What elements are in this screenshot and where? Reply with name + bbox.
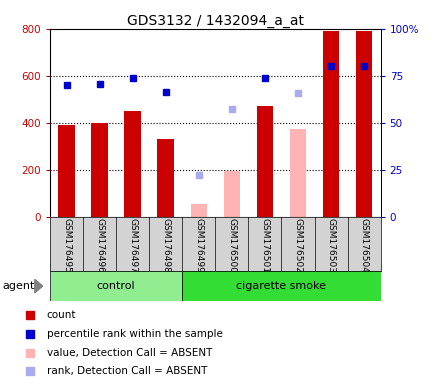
Bar <box>322 31 339 217</box>
Text: GSM176500: GSM176500 <box>227 218 236 273</box>
Text: agent: agent <box>2 281 34 291</box>
Bar <box>190 204 207 217</box>
Title: GDS3132 / 1432094_a_at: GDS3132 / 1432094_a_at <box>127 14 303 28</box>
Text: count: count <box>46 310 76 320</box>
Text: GSM176502: GSM176502 <box>293 218 302 273</box>
Text: control: control <box>97 281 135 291</box>
Text: GSM176496: GSM176496 <box>95 218 104 273</box>
Text: GSM176501: GSM176501 <box>260 218 269 273</box>
Text: GSM176503: GSM176503 <box>326 218 335 273</box>
Text: cigarette smoke: cigarette smoke <box>236 281 326 291</box>
Text: GSM176497: GSM176497 <box>128 218 137 273</box>
Text: GSM176499: GSM176499 <box>194 218 203 273</box>
Bar <box>58 125 75 217</box>
Text: rank, Detection Call = ABSENT: rank, Detection Call = ABSENT <box>46 366 207 376</box>
Bar <box>223 171 240 217</box>
Bar <box>157 139 174 217</box>
Bar <box>289 129 306 217</box>
Text: percentile rank within the sample: percentile rank within the sample <box>46 329 222 339</box>
Bar <box>256 106 273 217</box>
Bar <box>355 31 372 217</box>
Bar <box>50 271 182 301</box>
Bar <box>182 271 380 301</box>
Text: GSM176504: GSM176504 <box>359 218 368 273</box>
Bar <box>91 123 108 217</box>
Text: GSM176495: GSM176495 <box>62 218 71 273</box>
Text: GSM176498: GSM176498 <box>161 218 170 273</box>
Bar <box>124 111 141 217</box>
Text: value, Detection Call = ABSENT: value, Detection Call = ABSENT <box>46 348 211 358</box>
